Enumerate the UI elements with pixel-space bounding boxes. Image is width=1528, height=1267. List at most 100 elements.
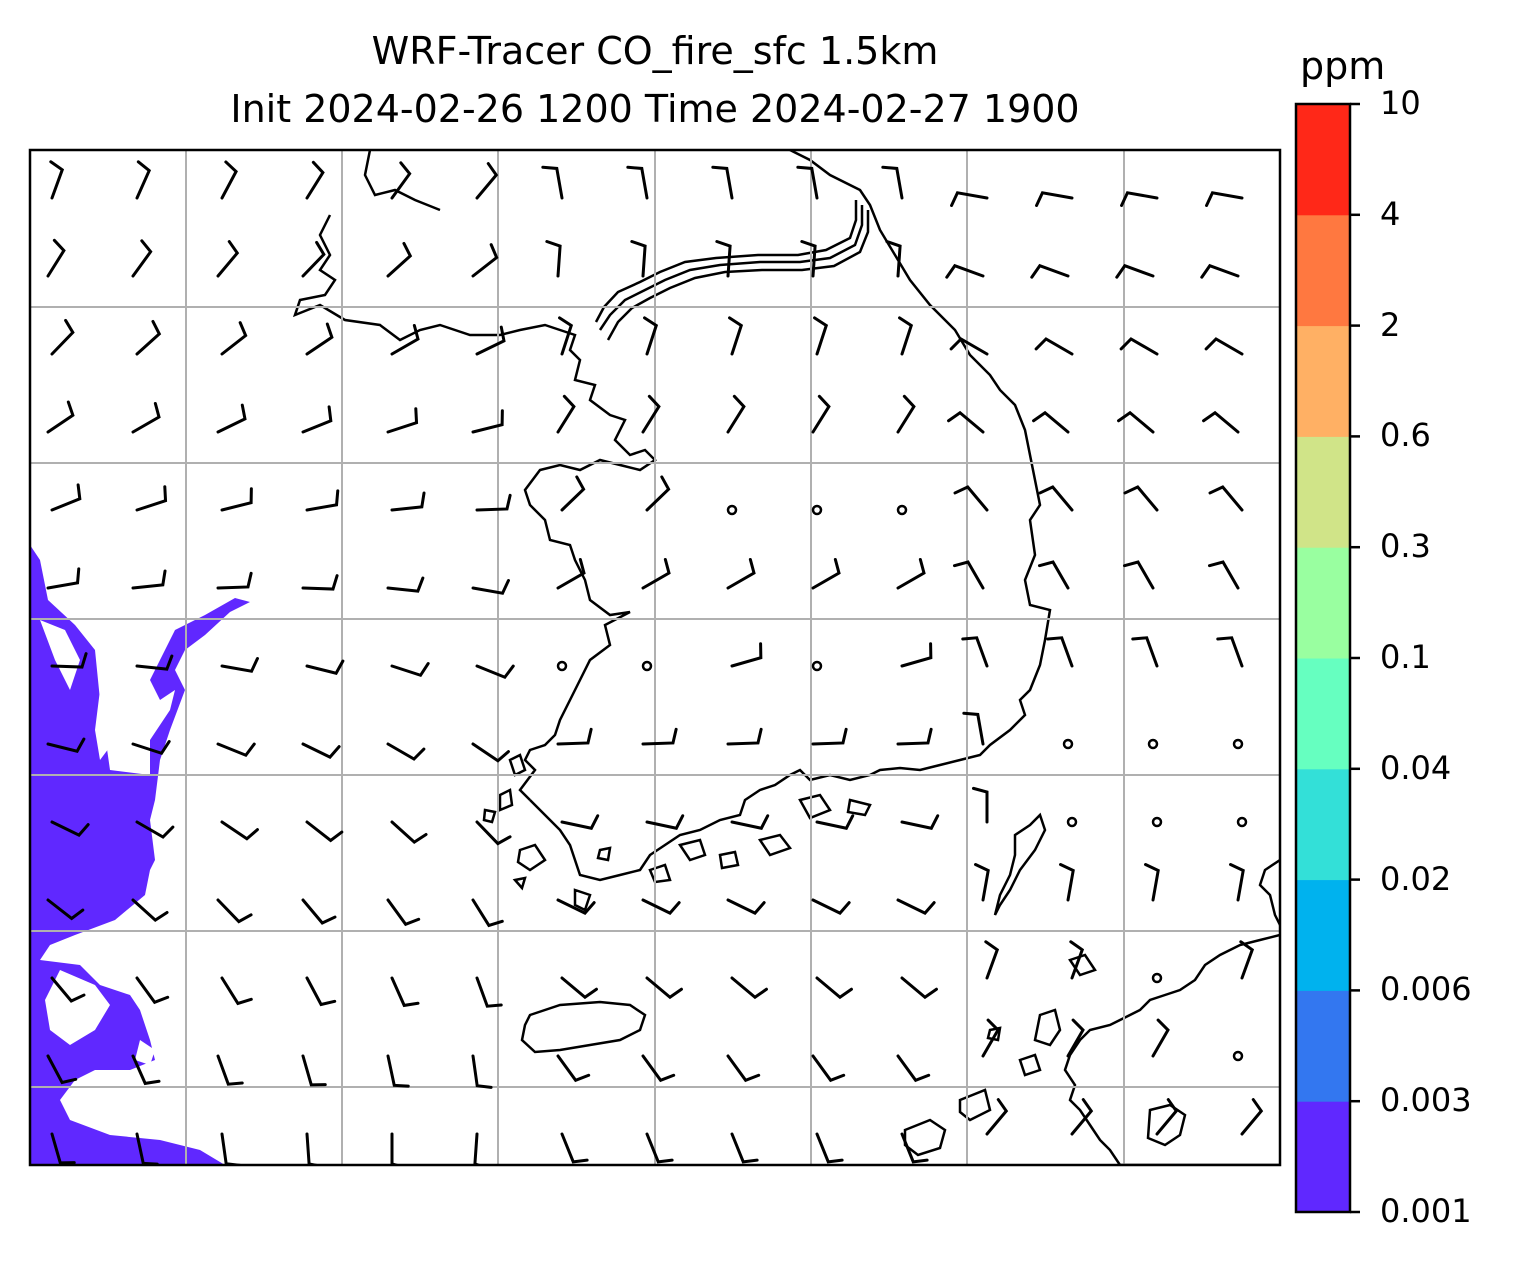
wind-barb-icon [390,662,430,678]
wind-barb-icon [216,898,253,924]
calm-wind-icon [1062,738,1074,750]
wind-barb-icon [1034,337,1074,356]
wind-barb-icon [50,483,82,512]
wind-barb-icon [800,240,817,278]
colorbar-segment [1296,768,1350,881]
wind-barb-icon [1207,560,1240,590]
calm-wind-icon [641,660,653,672]
wind-barb-icon [900,814,940,830]
wind-barb-icon [390,161,412,200]
wind-barb-icon [220,487,253,512]
wind-barb-icon [471,1054,493,1089]
wind-barb-icon [131,239,153,278]
wind-barb-icon [560,976,598,1000]
wind-barb-icon [1066,1018,1085,1058]
wind-barb-icon [1204,337,1244,356]
calm-wind-icon [1232,738,1244,750]
colorbar-tick-label: 0.001 [1380,1192,1472,1230]
wind-barb-icon [1069,940,1085,980]
wind-barb-icon [1030,263,1070,279]
wind-barb-icon [305,322,334,356]
wind-barb-icon [728,316,744,356]
wind-barb-icon [641,727,678,746]
wind-barb-icon [1122,560,1155,590]
wind-barb-icon [950,191,989,207]
colorbar-segment [1296,990,1350,1102]
map-subtitle: Init 2024-02-26 1200 Time 2024-02-27 190… [230,87,1080,131]
wind-barb-icon [135,160,152,200]
wind-barb-icon [1144,863,1160,902]
wind-barb-icon [900,642,933,668]
wind-barb-icon [947,410,985,434]
wind-barb-icon [301,240,326,278]
wind-barb-icon [813,316,829,356]
wind-barb-icon [216,742,256,758]
wind-barb-icon [560,475,586,512]
wind-barb-icon [471,742,510,763]
calm-wind-icon [1066,816,1078,828]
wind-barb-icon [726,898,766,916]
wind-barb-icon [811,557,841,590]
calm-wind-icon [726,504,738,516]
wind-barb-icon [475,820,512,846]
wind-barb-icon [556,557,586,590]
wind-barb-icon [50,652,88,669]
wind-barb-icon [301,742,341,760]
wind-barb-icon [216,1054,244,1086]
wind-barb-icon [730,1132,759,1164]
calm-wind-icon [1232,1050,1244,1062]
wind-barb-icon [560,1132,589,1164]
wind-barb-icon [220,321,248,356]
tracer-fill-gap [40,620,155,1065]
wind-barb-icon [643,316,659,356]
wind-barb-icon [952,560,985,590]
wind-barb-icon [641,898,681,916]
wind-barb-icon [473,1132,483,1165]
wind-barb-icon [1115,263,1155,279]
wind-barb-icon [815,1132,844,1164]
wind-barb-icon [46,898,85,921]
colorbar-tick-label: 0.006 [1380,970,1472,1009]
calm-wind-icon [811,660,823,672]
wind-barb-icon [545,240,562,278]
wind-barb-icon [135,820,175,839]
wind-barb-icon [49,160,65,200]
map-title: WRF-Tracer CO_fire_sfc 1.5km [371,29,939,73]
colorbar-tick-label: 0.003 [1380,1081,1472,1120]
colorbar-segment [1296,1101,1350,1213]
wind-barb-icon [131,569,167,590]
wind-barb-icon [985,1098,1009,1136]
wind-barb-icon [216,571,253,590]
colorbar-tick-label: 0.3 [1380,527,1431,566]
wind-barb-icon [220,1132,242,1165]
wind-barb-icon [645,814,685,830]
wind-barb-icon [386,241,413,278]
wind-barb-icon [471,579,510,595]
wind-barb-icon [46,1054,78,1085]
wind-barb-icon [216,403,247,434]
wind-barb-icon [1205,191,1244,207]
wind-barb-icon [131,1054,161,1086]
map-gridlines [30,150,1280,1165]
wind-barb-icon [135,485,168,512]
wind-barb-icon [471,243,499,278]
wind-barb-icon [305,160,325,200]
wind-barb-icon [556,727,593,746]
wind-barb-icon [131,401,161,434]
coastline [292,150,1280,1165]
calm-wind-icon [896,504,908,516]
wind-barb-icon [730,976,768,1000]
wind-barb-icon [881,165,904,200]
wind-barb-icon [645,976,683,1000]
wind-barb-icon [1131,636,1159,668]
wind-barb-icon [305,1132,323,1165]
calm-wind-icon [1151,972,1163,984]
wind-barb-icon [301,898,337,925]
wind-barb-icon [390,323,420,356]
colorbar-segment [1296,214,1350,327]
wind-barb-icon [981,1018,1000,1058]
wind-barb-icon [815,814,855,830]
colorbar [1294,102,1360,1214]
colorbar-tick-label: 4 [1380,194,1401,233]
